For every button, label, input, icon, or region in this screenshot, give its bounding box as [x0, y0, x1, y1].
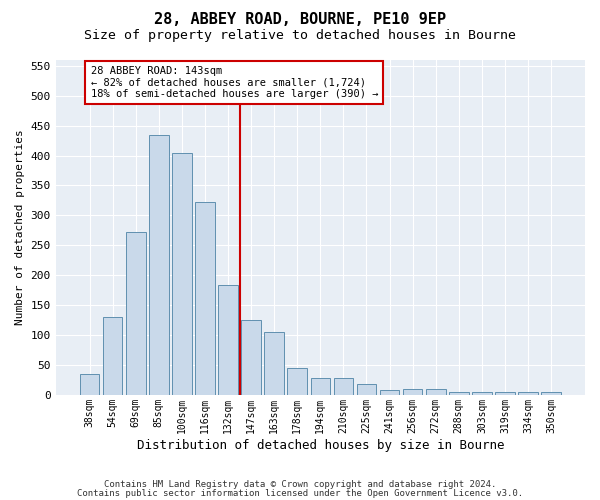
Bar	[311, 378, 330, 394]
Bar	[172, 152, 191, 394]
X-axis label: Distribution of detached houses by size in Bourne: Distribution of detached houses by size …	[137, 440, 504, 452]
Text: 28 ABBEY ROAD: 143sqm
← 82% of detached houses are smaller (1,724)
18% of semi-d: 28 ABBEY ROAD: 143sqm ← 82% of detached …	[91, 66, 378, 99]
Bar	[472, 392, 492, 394]
Text: 28, ABBEY ROAD, BOURNE, PE10 9EP: 28, ABBEY ROAD, BOURNE, PE10 9EP	[154, 12, 446, 28]
Bar	[241, 320, 261, 394]
Bar	[195, 202, 215, 394]
Bar	[495, 392, 515, 394]
Text: Size of property relative to detached houses in Bourne: Size of property relative to detached ho…	[84, 29, 516, 42]
Bar	[518, 392, 538, 394]
Bar	[265, 332, 284, 394]
Text: Contains HM Land Registry data © Crown copyright and database right 2024.: Contains HM Land Registry data © Crown c…	[104, 480, 496, 489]
Text: Contains public sector information licensed under the Open Government Licence v3: Contains public sector information licen…	[77, 490, 523, 498]
Bar	[334, 378, 353, 394]
Bar	[356, 384, 376, 394]
Bar	[126, 232, 146, 394]
Bar	[80, 374, 100, 394]
Bar	[218, 285, 238, 395]
Bar	[287, 368, 307, 394]
Bar	[380, 390, 400, 394]
Bar	[149, 134, 169, 394]
Bar	[449, 392, 469, 394]
Bar	[541, 392, 561, 394]
Bar	[426, 389, 446, 394]
Bar	[103, 317, 122, 394]
Bar	[403, 389, 422, 394]
Y-axis label: Number of detached properties: Number of detached properties	[15, 130, 25, 325]
